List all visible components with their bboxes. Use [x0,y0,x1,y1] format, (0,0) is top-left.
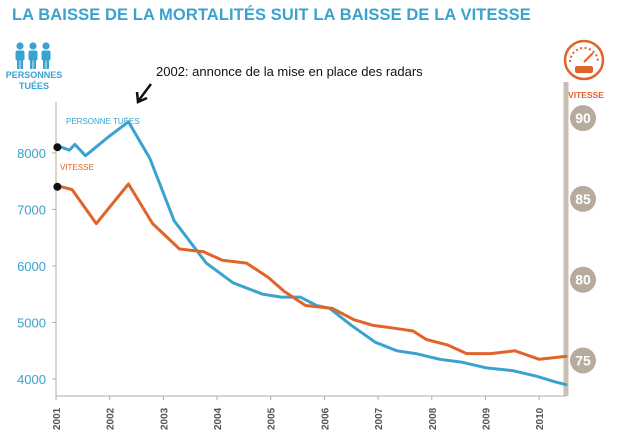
series-start-dot [53,143,62,152]
series-start-dot [53,182,62,191]
right-tick-label: 80 [575,272,591,288]
right-tick-badge [570,347,596,374]
series-line-0 [59,120,568,387]
left-tick-label: 4000 [17,372,46,387]
x-tick-label: 2004 [213,407,224,430]
x-tick-label: 2008 [428,407,439,430]
x-tick-label: 2002 [106,407,117,430]
x-tick-label: 2001 [52,407,63,430]
right-tick-label: 90 [575,110,591,126]
annotation-text: 2002: annonce de la mise en place des ra… [156,64,423,79]
right-tick-badge [570,266,596,293]
series-label: PERSONNE TUÉES [66,117,140,126]
x-tick-label: 2006 [320,407,331,430]
left-axis-label: PERSONNES TUÉES [5,70,63,91]
x-tick-label: 2003 [159,407,170,430]
left-tick-label: 5000 [17,316,46,331]
series-label: VITESSE [60,163,94,172]
left-tick-label: 7000 [17,202,46,217]
x-tick-label: 2010 [535,407,546,430]
speedometer-icon [563,39,605,81]
x-tick-label: 2005 [267,407,278,430]
three-people-icon [15,42,51,69]
right-axis-label: VITESSE [568,90,604,100]
x-tick-label: 2007 [374,407,385,430]
x-tick-label: 2009 [481,407,492,430]
right-tick-label: 85 [575,191,591,207]
left-tick-label: 8000 [17,146,46,161]
right-tick-label: 75 [575,352,591,368]
right-tick-badge [570,185,596,212]
chart-title: LA BAISSE DE LA MORTALITÉS SUIT LA BAISS… [12,6,531,24]
annotation-arrow [138,83,152,101]
series-line-1 [59,182,568,361]
annotation-arrowhead [135,91,148,104]
right-tick-badge [570,105,596,132]
left-tick-label: 6000 [17,259,46,274]
